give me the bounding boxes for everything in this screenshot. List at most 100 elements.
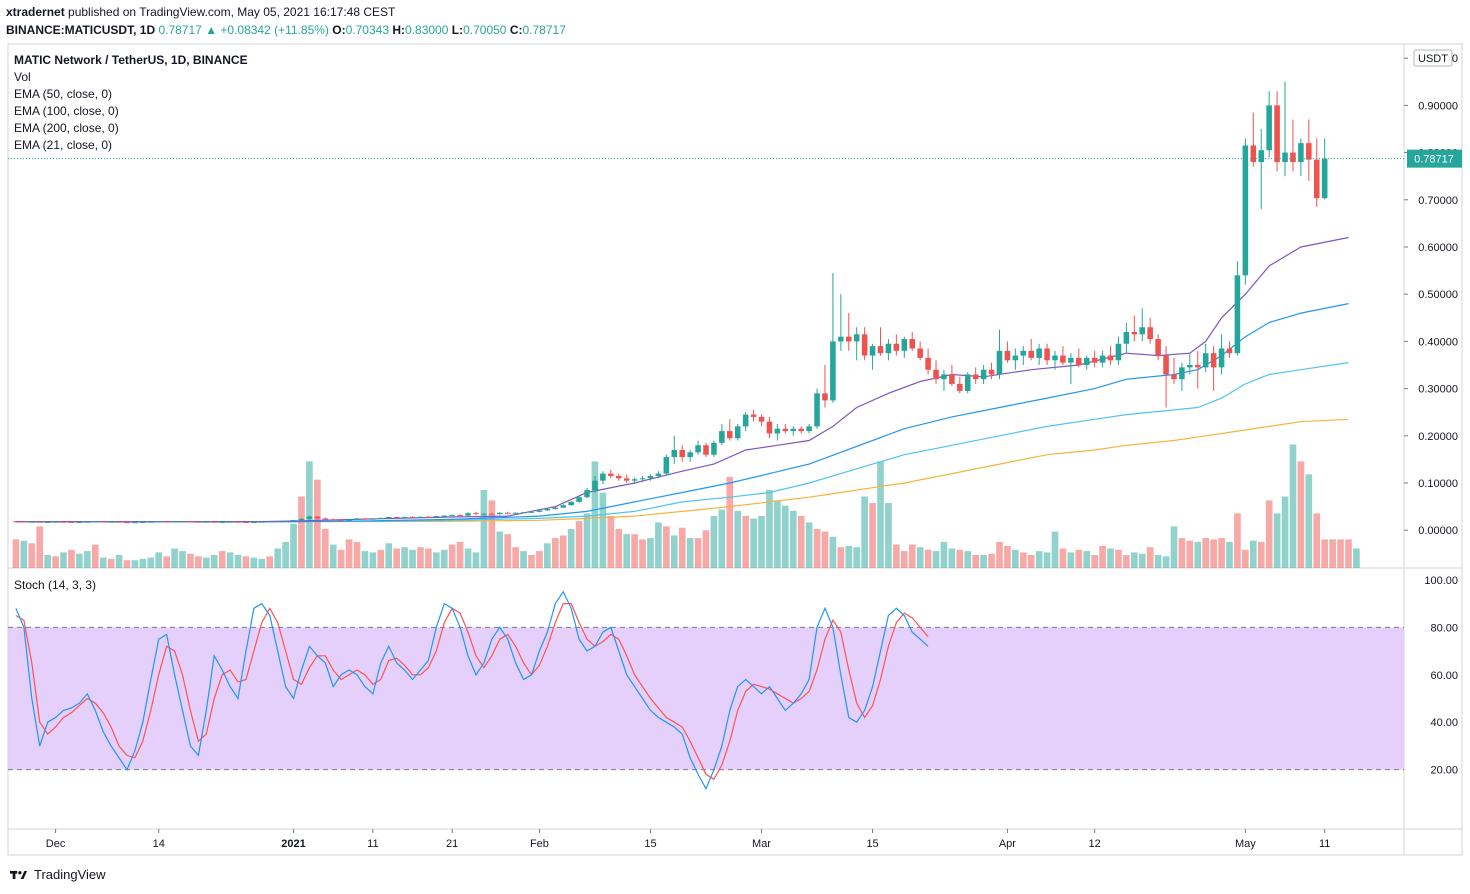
candle-body (528, 511, 535, 513)
volume-bar (591, 461, 599, 568)
volume-bar (417, 547, 424, 568)
legend-vol[interactable]: Vol (14, 70, 31, 84)
volume-bar (885, 503, 892, 568)
volume-bar (1146, 547, 1154, 568)
candle-body (417, 516, 424, 518)
volume-bar (1313, 513, 1321, 568)
volume-bar (813, 529, 821, 568)
volume-bar (242, 556, 250, 568)
volume-bar (306, 461, 313, 568)
volume-bar (1019, 552, 1027, 568)
volume-bar (171, 548, 178, 568)
candle-body (853, 334, 860, 342)
candle-body (695, 445, 701, 453)
volume-bar (1297, 461, 1305, 568)
volume-bar (115, 555, 123, 568)
volume-bar (314, 479, 321, 568)
author-name[interactable]: xtradernet (6, 5, 65, 19)
volume-bar (988, 553, 995, 568)
candle-body (274, 521, 281, 523)
chart-frame (7, 43, 1463, 856)
volume-bar (837, 547, 845, 568)
volume-bar (76, 553, 83, 568)
candle-body (536, 510, 543, 512)
volume-bar (91, 544, 99, 568)
volume-bar (853, 547, 861, 568)
volume-bar (44, 555, 51, 568)
stoch-tick-label: 40.00 (1430, 717, 1458, 729)
candle-body (1298, 143, 1304, 163)
volume-bar (536, 551, 543, 568)
last-price-badge-box (1407, 149, 1462, 168)
volume-bar (718, 509, 726, 568)
volume-bar (83, 551, 91, 568)
legend-ema21[interactable]: EMA (21, close, 0) (14, 138, 113, 152)
close-value: 0.78717 (522, 23, 566, 37)
candle-body (687, 452, 693, 458)
volume-bar (623, 534, 631, 568)
candle-body (1099, 355, 1106, 363)
candle-body (370, 518, 376, 520)
volume-bar (282, 542, 289, 568)
volume-bar (631, 534, 638, 568)
candle-body (354, 518, 360, 520)
volume-bar (1091, 555, 1098, 568)
legend-stoch-title[interactable]: Stoch (14, 3, 3) (14, 578, 97, 592)
time-tick-label: 21 (446, 838, 458, 850)
legend-ema200[interactable]: EMA (200, close, 0) (14, 121, 119, 135)
candle-body (1226, 348, 1233, 354)
candle-body (1274, 105, 1280, 163)
volume-bar (1210, 539, 1217, 568)
volume-bar (401, 547, 408, 568)
publish-info: xtradernet published on TradingView.com,… (6, 5, 395, 19)
candle-body (806, 426, 812, 432)
candle-body (1083, 357, 1090, 366)
volume-bar (155, 552, 163, 568)
ema50-line (15, 303, 1349, 523)
volume-bar (655, 522, 662, 568)
volume-bar (615, 529, 623, 568)
volume-bar (488, 500, 496, 568)
volume-bar (702, 530, 710, 568)
ema100-line (15, 362, 1349, 523)
time-tick-label: 2021 (281, 838, 305, 850)
volume-bar (337, 549, 345, 568)
candle-body (877, 346, 884, 354)
volume-bar (758, 516, 765, 568)
legend-title[interactable]: MATIC Network / TetherUS, 1D, BINANCE (14, 53, 248, 67)
volume-bar (1035, 551, 1043, 568)
volume-bar (861, 496, 868, 568)
volume-bar (68, 549, 75, 568)
volume-bar (742, 516, 749, 568)
candle-body (251, 521, 257, 523)
candle-body (298, 518, 305, 521)
volume-bar (107, 558, 115, 568)
volume-bar (448, 544, 456, 568)
volume-bar (345, 539, 353, 568)
legend-ema50[interactable]: EMA (50, close, 0) (14, 87, 113, 101)
candle-body (1258, 150, 1265, 163)
volume-bar (1281, 496, 1289, 568)
volume-bar (28, 543, 36, 568)
candle-body (171, 521, 178, 523)
candle-body (1139, 327, 1146, 335)
volume-bar (36, 526, 44, 568)
volume-bar (845, 545, 853, 568)
volume-bar (940, 542, 948, 568)
volume-bar (298, 496, 305, 568)
candle-body (560, 505, 567, 508)
volume-bar (599, 492, 607, 568)
volume-bar (202, 557, 210, 568)
volume-bar (409, 549, 416, 568)
candle-body (124, 522, 130, 524)
legend-ema100[interactable]: EMA (100, close, 0) (14, 104, 119, 118)
candle-body (481, 513, 487, 515)
volume-bar (1202, 538, 1210, 568)
main-legend: MATIC Network / TetherUS, 1D, BINANCE Vo… (14, 52, 248, 154)
tradingview-footer[interactable]: TradingView (10, 867, 106, 882)
volume-bar (1051, 531, 1059, 568)
candle-body (520, 512, 527, 514)
volume-bar (1265, 500, 1273, 568)
volume-bar (187, 553, 194, 568)
